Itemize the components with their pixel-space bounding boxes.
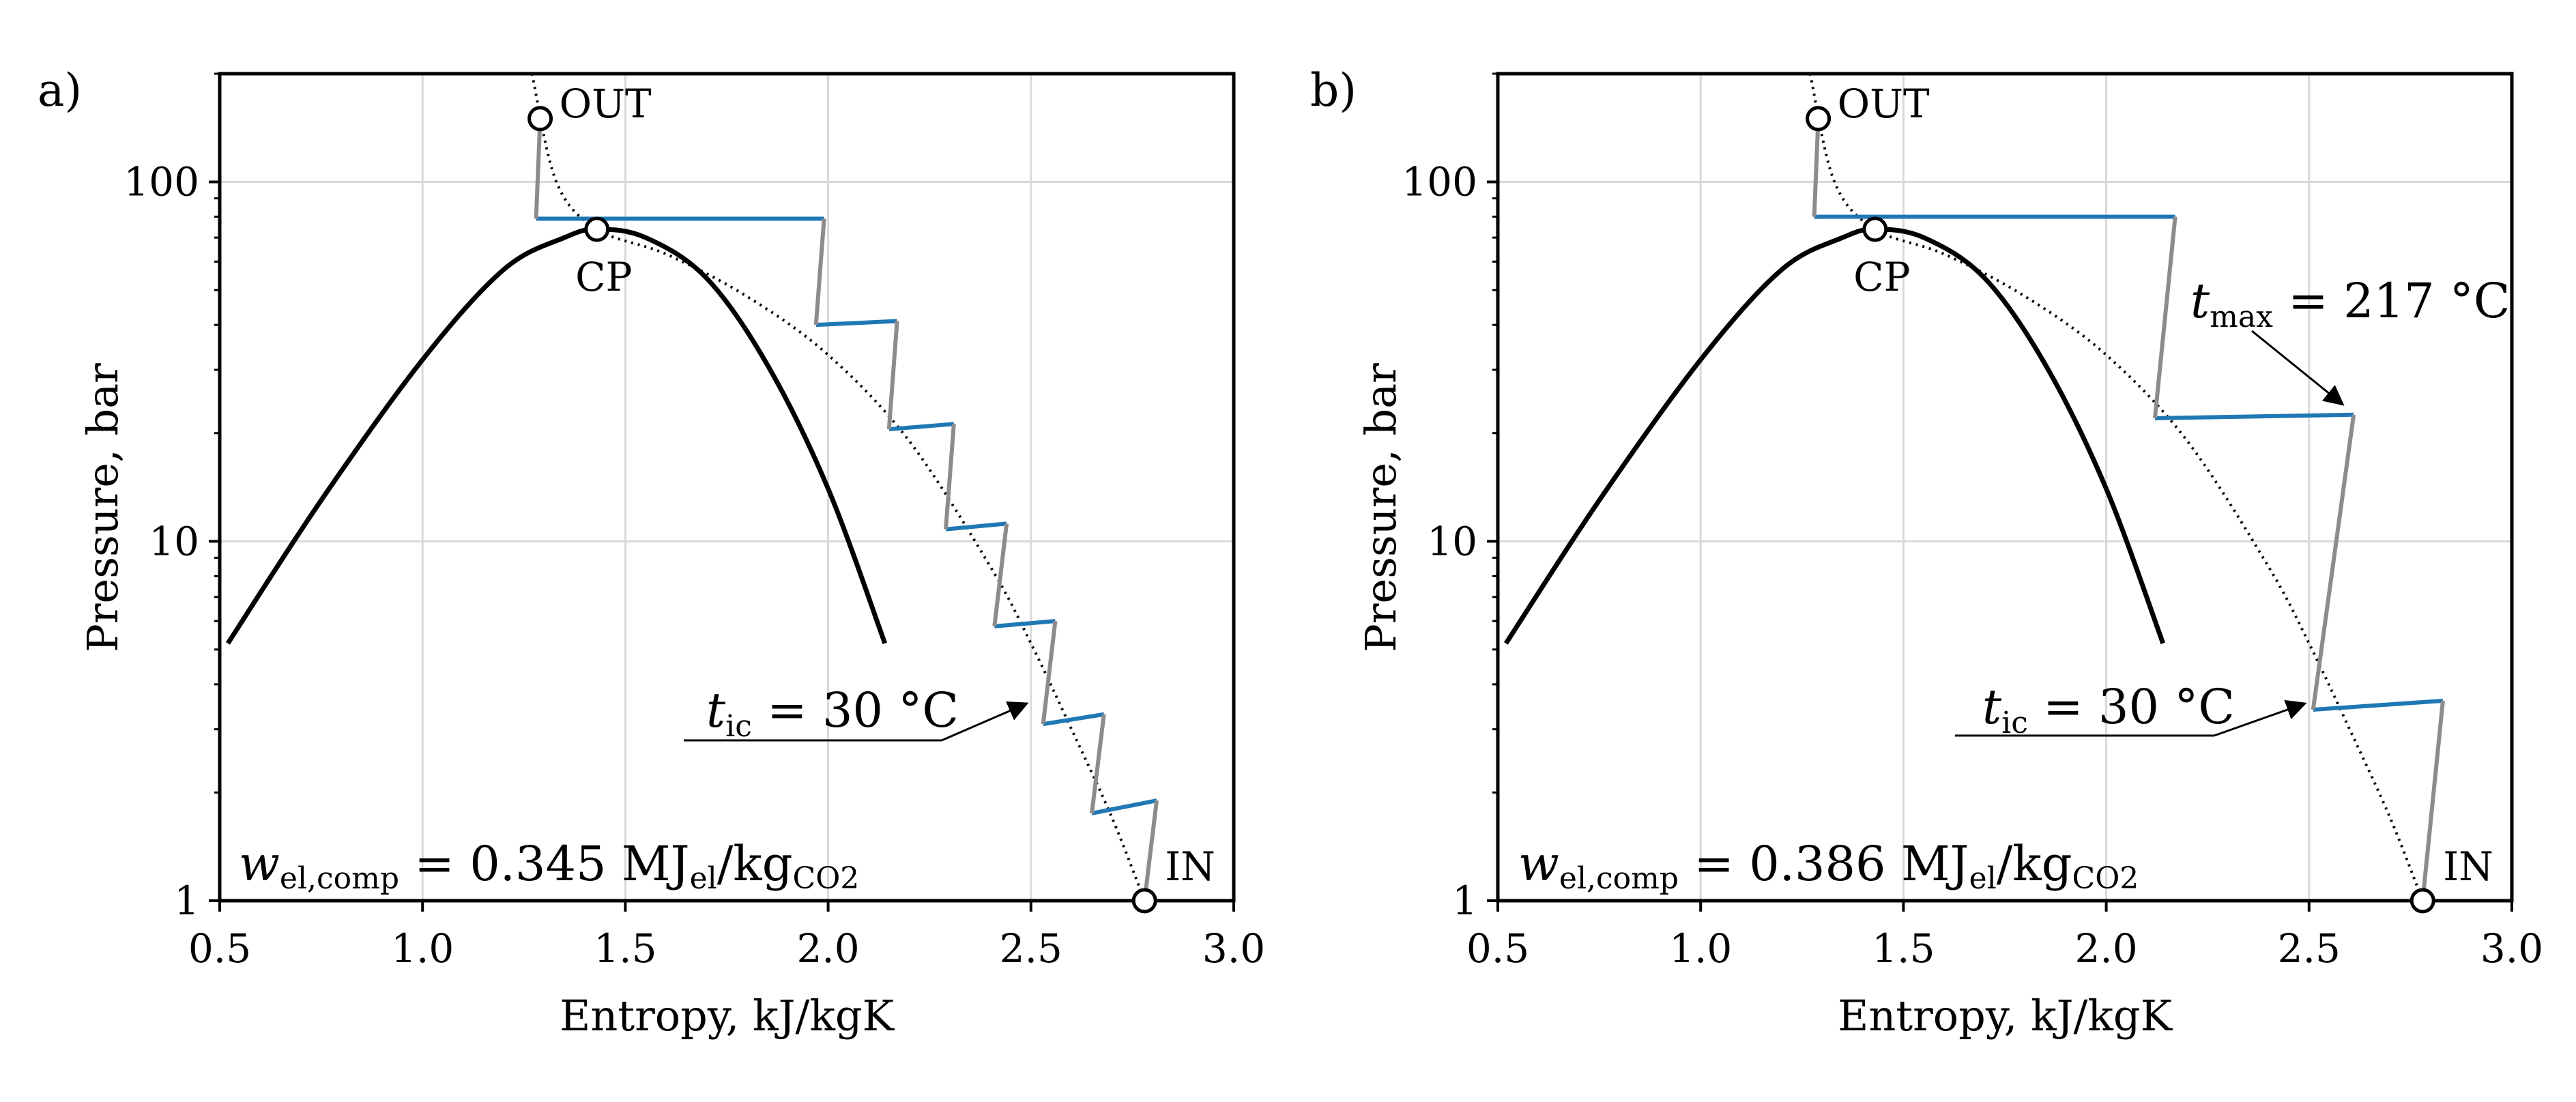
x-tick-label: 2.0 <box>796 925 859 972</box>
point-label-out: OUT <box>560 81 652 127</box>
t-max-label: tmax = 217 °C <box>2190 273 2510 334</box>
cooling-line <box>815 319 897 328</box>
cooling-line <box>994 619 1056 628</box>
point-label-cp: CP <box>575 254 632 300</box>
x-tick-label: 1.0 <box>391 925 454 972</box>
label-part: t <box>1982 679 2002 735</box>
y-tick-label: 10 <box>149 518 199 564</box>
t-max-arrow <box>2251 330 2345 406</box>
y-axis-title: Pressure, bar <box>1356 363 1406 652</box>
x-tick-label: 3.0 <box>1202 925 1265 972</box>
point-label-cp: CP <box>1853 254 1910 300</box>
label-part: w <box>239 836 280 892</box>
x-tick-label: 1.0 <box>1669 925 1732 972</box>
y-tick-label: 1 <box>1452 878 1477 924</box>
label-part: ic <box>725 709 752 744</box>
x-tick-label: 0.5 <box>1466 925 1529 972</box>
label-part: /kg <box>717 836 793 892</box>
t-ic-arrow <box>941 701 1029 742</box>
compression-line <box>1041 620 1058 725</box>
compression-line <box>1089 714 1106 814</box>
cooling-line <box>2154 412 2354 420</box>
x-tick-label: 1.5 <box>1872 925 1935 972</box>
plot-frame <box>218 72 1236 903</box>
point-label-in: IN <box>2443 843 2493 890</box>
x-tick-label: 2.5 <box>1000 925 1062 972</box>
label-part: t <box>2190 273 2210 329</box>
compression-line <box>886 321 899 430</box>
t-ic-label: tic = 30 °C <box>706 682 959 744</box>
saturation-dome-line <box>1503 227 2166 645</box>
cooling-line <box>888 422 955 432</box>
isotherm-dotted-line <box>1808 74 2425 901</box>
label-part: el <box>1969 861 1997 896</box>
compression-line <box>1812 118 1821 217</box>
cooling-line <box>2313 698 2444 712</box>
cooling-line <box>945 521 1007 532</box>
point-marker-cp <box>1862 216 1888 242</box>
compression-line <box>943 424 956 530</box>
point-label-out: OUT <box>1838 81 1930 127</box>
label-part: t <box>706 682 726 738</box>
panel-label: b) <box>1310 64 1357 117</box>
t-ic-arrow <box>2214 699 2307 737</box>
y-tick-label: 10 <box>1427 518 1477 564</box>
w-el-comp-label: wel,comp = 0.345 MJel/kgCO2 <box>239 836 859 896</box>
x-axis-title: Entropy, kJ/kgK <box>1838 991 2173 1041</box>
panel-label: a) <box>38 64 82 117</box>
y-axis-title: Pressure, bar <box>78 363 128 652</box>
label-part: /kg <box>1997 836 2072 892</box>
label-part: el,comp <box>1559 861 1679 896</box>
y-tick-label: 100 <box>124 159 199 205</box>
label-part: CO2 <box>793 861 860 896</box>
w-el-comp-label: wel,comp = 0.386 MJel/kgCO2 <box>1518 836 2139 896</box>
label-part: el,comp <box>280 861 399 896</box>
plot-frame <box>1496 72 2514 903</box>
isotherm-dotted-line <box>530 74 1146 901</box>
x-axis-title: Entropy, kJ/kgK <box>560 991 895 1041</box>
point-label-in: IN <box>1165 843 1215 890</box>
x-tick-label: 2.5 <box>2278 925 2341 972</box>
saturation-dome-line <box>225 227 888 645</box>
point-marker-cp <box>584 216 610 242</box>
compression-line <box>2420 700 2445 901</box>
label-part: = 0.345 MJ <box>399 836 690 892</box>
label-part: el <box>690 861 717 896</box>
compression-line <box>813 218 826 325</box>
label-part: CO2 <box>2072 861 2139 896</box>
compression-line <box>534 118 542 219</box>
t-ic-label: tic = 30 °C <box>1982 679 2235 740</box>
label-part: = 0.386 MJ <box>1679 836 1969 892</box>
panel-b: 0.5 1.0 1.5 2.0 2.5 3.0 1 10 100 Entropy, kJ/kgK P… <box>1310 64 2543 1041</box>
compression-line <box>1142 800 1159 901</box>
x-tick-label: 0.5 <box>188 925 251 972</box>
compression-line <box>992 523 1009 627</box>
point-marker-in <box>1131 888 1157 914</box>
label-part: = 30 °C <box>2028 679 2235 735</box>
point-marker-in <box>2409 888 2435 914</box>
label-part: = 30 °C <box>752 682 959 738</box>
compression-line <box>2311 414 2356 710</box>
point-marker-out <box>1806 106 1832 132</box>
x-tick-label: 3.0 <box>2480 925 2543 972</box>
x-tick-label: 1.5 <box>594 925 656 972</box>
point-marker-out <box>527 106 553 132</box>
label-part: = 217 °C <box>2273 273 2510 329</box>
y-tick-label: 1 <box>174 878 199 924</box>
panel-a: 0.5 1.0 1.5 2.0 2.5 3.0 1 10 100 Entropy, kJ/kgK P… <box>38 64 1265 1041</box>
y-tick-label: 100 <box>1402 159 1477 205</box>
compression-line <box>2152 216 2177 419</box>
label-part: max <box>2210 300 2273 334</box>
cooling-line <box>1091 798 1157 815</box>
cooling-line <box>1043 712 1105 727</box>
label-part: w <box>1518 836 1559 892</box>
plot-area <box>1503 74 2445 901</box>
x-tick-label: 2.0 <box>2074 925 2137 972</box>
plot-area <box>225 74 1159 901</box>
